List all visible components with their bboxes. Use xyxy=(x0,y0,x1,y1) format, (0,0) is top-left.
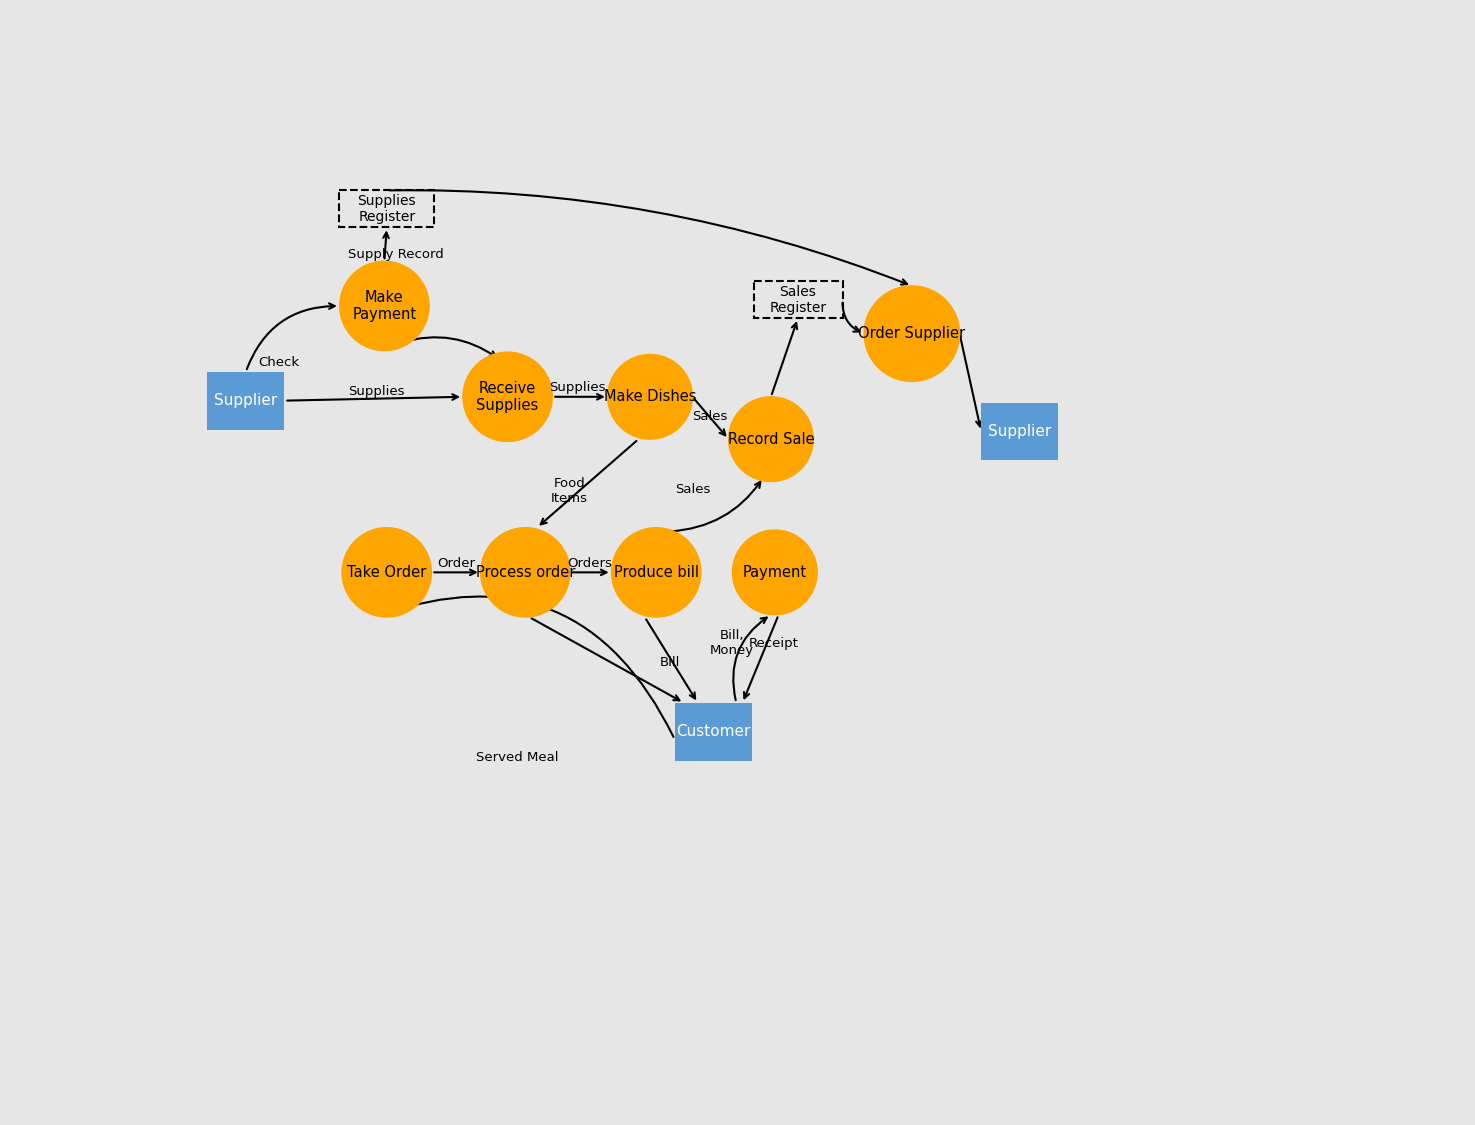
Circle shape xyxy=(463,352,552,441)
Text: Bill: Bill xyxy=(659,656,680,669)
Circle shape xyxy=(864,286,960,381)
Bar xyxy=(754,281,842,318)
Text: Sales: Sales xyxy=(692,410,727,423)
Text: Order: Order xyxy=(437,557,475,569)
Text: Customer: Customer xyxy=(676,724,751,739)
Text: Produce bill: Produce bill xyxy=(614,565,699,579)
Circle shape xyxy=(342,528,431,617)
Bar xyxy=(674,703,752,760)
Text: Supplier: Supplier xyxy=(988,424,1052,439)
Text: Supplies: Supplies xyxy=(348,385,406,398)
Text: Receipt: Receipt xyxy=(748,637,798,650)
Circle shape xyxy=(481,528,569,617)
Circle shape xyxy=(339,261,429,351)
Text: Sales
Register: Sales Register xyxy=(770,285,826,315)
Text: Food
Items: Food Items xyxy=(550,477,587,505)
Text: Order Supplier: Order Supplier xyxy=(858,326,966,341)
Text: Check: Check xyxy=(258,356,299,369)
Text: Take Order: Take Order xyxy=(347,565,426,579)
Bar xyxy=(208,371,285,430)
Bar xyxy=(981,403,1058,460)
Text: Orders: Orders xyxy=(568,557,612,569)
Circle shape xyxy=(608,354,692,439)
Text: Bill,
Money: Bill, Money xyxy=(709,629,754,657)
Text: Make Dishes: Make Dishes xyxy=(603,389,696,404)
Bar xyxy=(339,190,435,227)
Text: Supplies
Register: Supplies Register xyxy=(357,193,416,224)
Text: Sales: Sales xyxy=(674,483,709,496)
Text: Process order: Process order xyxy=(475,565,575,579)
Text: Record Sale: Record Sale xyxy=(727,432,814,447)
Text: Receive
Supplies: Receive Supplies xyxy=(476,380,538,413)
Text: Supply Record: Supply Record xyxy=(348,248,444,261)
Circle shape xyxy=(733,530,817,614)
Text: Served Meal: Served Meal xyxy=(476,750,559,764)
Circle shape xyxy=(612,528,701,617)
Text: Supplies: Supplies xyxy=(549,381,606,394)
Text: Supplier: Supplier xyxy=(214,393,277,408)
Text: Make
Payment: Make Payment xyxy=(353,290,416,322)
Circle shape xyxy=(729,397,813,482)
Text: Payment: Payment xyxy=(743,565,807,579)
